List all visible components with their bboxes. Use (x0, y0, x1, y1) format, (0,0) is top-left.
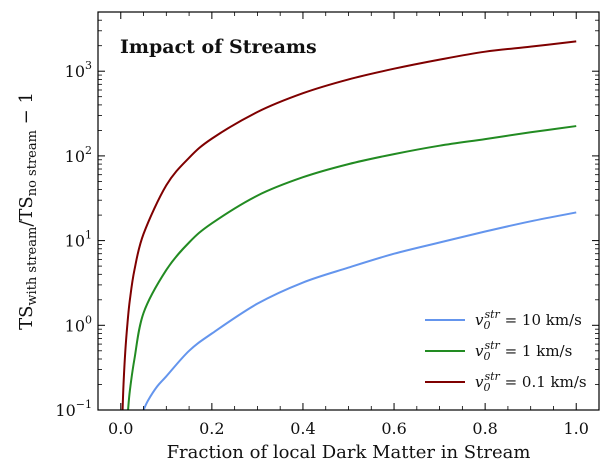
y-tick-label: 10−1 (55, 398, 92, 420)
x-tick-label: 1.0 (564, 419, 589, 438)
x-tick-label: 0.8 (472, 419, 497, 438)
y-axis-title-sub1: with stream (25, 227, 40, 306)
x-tick-label: 0.4 (290, 419, 315, 438)
y-axis-title-main: TS (16, 306, 37, 330)
x-axis: 0.0 0.2 0.4 0.6 0.8 1.0 (97, 12, 600, 438)
series-layer (121, 40, 577, 410)
legend: v0str = 10 km/s v0str = 1 km/s v0str = 0.1… (425, 308, 587, 394)
legend-label-2: v0str = 1 km/s (475, 339, 572, 363)
x-axis-title: Fraction of local Dark Matter in Stream (167, 442, 531, 463)
y-tick-label: 103 (65, 59, 92, 81)
series-line-1 (142, 211, 577, 410)
y-axis-title-tail: − 1 (16, 92, 37, 130)
y-axis-title-mid: /TS (16, 196, 37, 226)
series-line-3 (121, 40, 577, 410)
y-axis-title-sub2: no stream (25, 130, 40, 196)
legend-label-1: v0str = 10 km/s (475, 308, 582, 332)
x-tick-label: 0.0 (108, 419, 133, 438)
y-axis-title: TSwith stream/TSno stream − 1 (16, 92, 40, 330)
legend-label-3: v0str = 0.1 km/s (475, 370, 587, 394)
chart-title: Impact of Streams (120, 36, 317, 58)
y-tick-label: 100 (65, 313, 92, 335)
y-tick-label: 101 (65, 229, 92, 251)
x-tick-label: 0.6 (381, 419, 406, 438)
y-tick-label: 102 (65, 144, 92, 166)
y-axis: 10−1 100 101 102 103 (55, 11, 599, 420)
series-line-2 (127, 125, 577, 410)
x-tick-label: 0.2 (199, 419, 224, 438)
